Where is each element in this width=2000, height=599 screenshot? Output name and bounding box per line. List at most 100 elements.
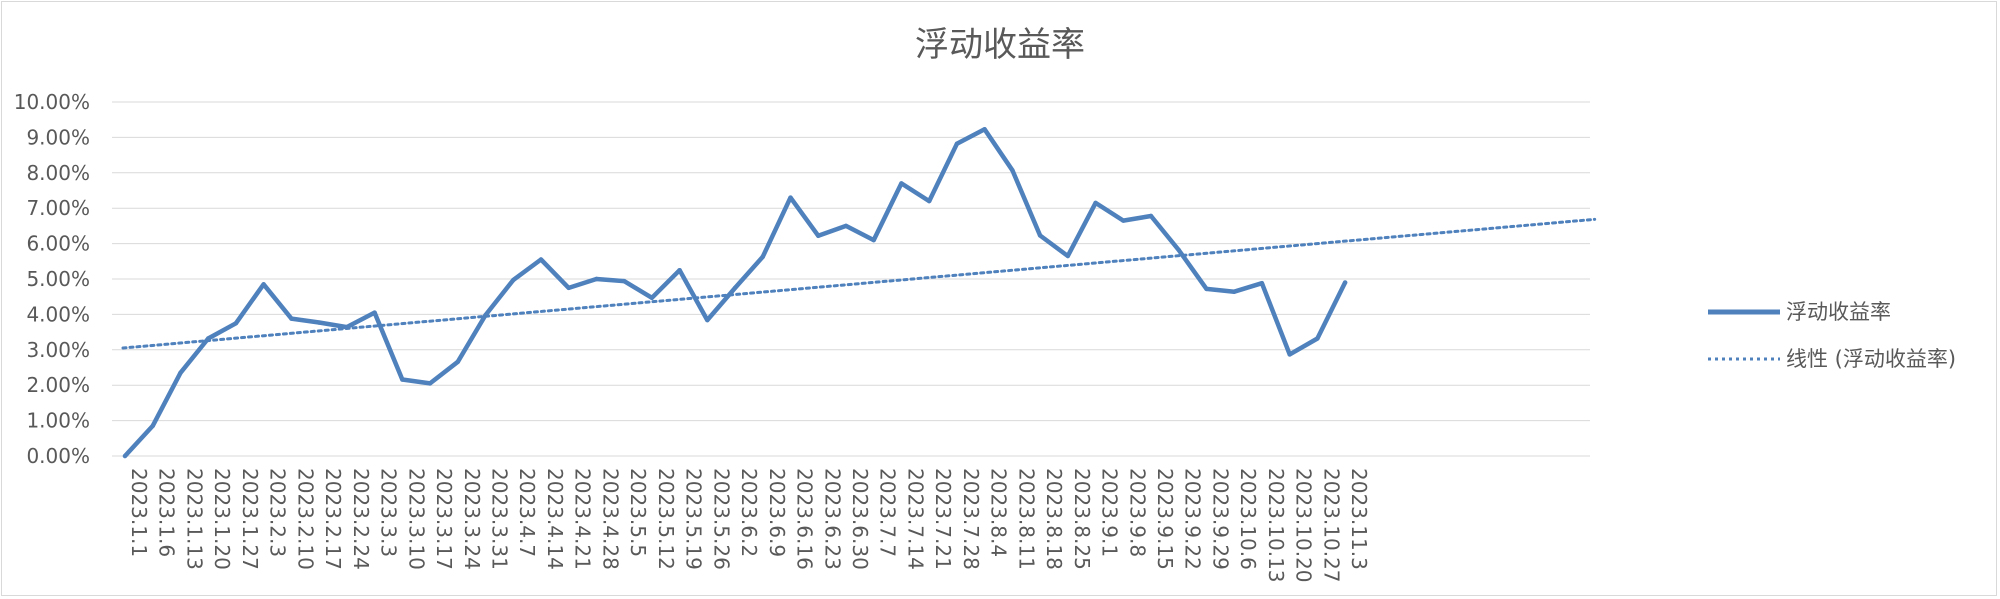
y-tick-label: 8.00% [26,161,90,185]
x-tick-label: 2023.6.9 [765,468,789,557]
x-tick-label: 2023.7.28 [959,468,983,570]
data-point [1315,336,1320,341]
gridlines [112,101,1590,457]
data-point [788,195,793,200]
y-tick-label: 4.00% [26,302,90,326]
legend: 浮动收益率 线性 (浮动收益率) [1708,300,1956,371]
x-tick-label: 2023.3.10 [404,468,428,570]
data-point [1287,352,1292,357]
data-point [483,312,488,318]
chart-title: 浮动收益率 [915,25,1085,65]
data-point [316,320,322,325]
data-point [1037,233,1043,238]
x-tick-label: 2023.1.20 [210,468,234,570]
data-point [1204,286,1209,292]
x-tick-label: 2023.5.19 [682,468,706,570]
data-point [705,317,710,323]
x-tick-label: 2023.10.27 [1319,468,1343,583]
y-tick-label: 3.00% [26,338,90,362]
series-line-1 [122,127,1348,459]
data-point [621,278,627,284]
y-axis-tick-labels: 0.00% 1.00% 2.00% 3.00% 4.00% 5.00% 6.00% 7.00%… [14,90,90,468]
legend-label-series-1: 浮动收益率 [1786,300,1891,324]
legend-label-series-2: 线性 (浮动收益率) [1786,347,1956,371]
data-point [1093,200,1098,206]
x-tick-label: 2023.5.5 [626,468,650,557]
data-point [1232,289,1237,294]
y-tick-label: 0.00% [26,444,90,468]
y-tick-label: 1.00% [26,409,90,433]
x-tick-label: 2023.3.24 [460,468,484,570]
x-tick-label: 2023.2.24 [349,468,373,570]
data-point [1121,218,1126,223]
data-point [1065,253,1071,259]
x-axis-tick-labels: 2023.1.1 2023.1.6 2023.1.13 2023.1.20 2023.1… [127,468,1371,583]
series-layer [121,127,1597,459]
x-tick-label: 2023.4.7 [515,468,539,557]
x-tick-label: 2023.9.15 [1153,468,1177,570]
data-point [455,359,460,365]
x-tick-label: 2023.8.11 [1014,468,1038,570]
x-tick-label: 2023.2.3 [266,468,290,557]
x-tick-label: 2023.7.7 [876,468,900,557]
data-point [1259,281,1265,286]
data-point [372,310,377,315]
data-point [1148,213,1154,219]
y-tick-label: 6.00% [26,232,90,256]
x-tick-label: 2023.1.13 [182,468,206,570]
x-tick-label: 2023.6.23 [820,468,844,570]
data-point [1176,247,1181,253]
x-tick-label: 2023.4.28 [598,468,622,570]
x-tick-label: 2023.1.6 [155,468,179,557]
x-tick-label: 2023.10.6 [1236,468,1260,570]
data-point [400,377,405,382]
x-tick-label: 2023.3.17 [432,468,456,570]
x-tick-label: 2023.3.31 [487,468,511,570]
x-tick-label: 2023.4.14 [543,468,567,570]
x-tick-label: 2023.7.21 [931,468,955,570]
x-tick-label: 2023.10.20 [1292,468,1316,583]
x-tick-label: 2023.9.8 [1125,468,1149,557]
data-point [871,237,876,243]
x-tick-label: 2023.6.30 [848,468,872,570]
data-point [954,141,960,146]
y-tick-label: 9.00% [26,125,90,149]
data-point [843,223,849,229]
data-point [649,295,655,300]
data-point [233,321,239,326]
x-tick-label: 2023.1.27 [238,468,262,570]
data-point [261,282,266,287]
data-point [677,267,682,273]
x-tick-label: 2023.5.26 [709,468,733,570]
x-tick-label: 2023.3.3 [377,468,401,557]
data-point [594,276,599,282]
y-tick-label: 2.00% [26,373,90,397]
x-tick-label: 2023.2.17 [321,468,345,570]
data-point [150,423,155,429]
x-tick-label: 2023.9.29 [1208,468,1232,570]
data-point [1342,280,1348,285]
x-tick-label: 2023.9.22 [1181,468,1205,570]
y-tick-label: 7.00% [26,196,90,220]
y-tick-label: 10.00% [14,90,90,114]
x-tick-label: 2023.11.3 [1347,468,1371,570]
data-point [122,453,128,459]
x-tick-label: 2023.7.14 [903,468,927,570]
data-point [427,381,433,386]
x-tick-label: 2023.4.21 [571,468,595,570]
x-tick-label: 2023.5.12 [654,468,678,570]
trendline-series-2 [121,217,1597,350]
data-point [732,285,738,291]
data-point [566,285,571,291]
x-tick-label: 2023.9.1 [1098,468,1122,557]
data-point [760,254,765,259]
data-point [816,233,821,239]
x-tick-label: 2023.10.13 [1264,468,1288,583]
x-tick-label: 2023.2.10 [293,468,317,570]
x-tick-label: 2023.6.16 [793,468,817,570]
data-point [289,316,294,321]
data-point [899,181,904,186]
